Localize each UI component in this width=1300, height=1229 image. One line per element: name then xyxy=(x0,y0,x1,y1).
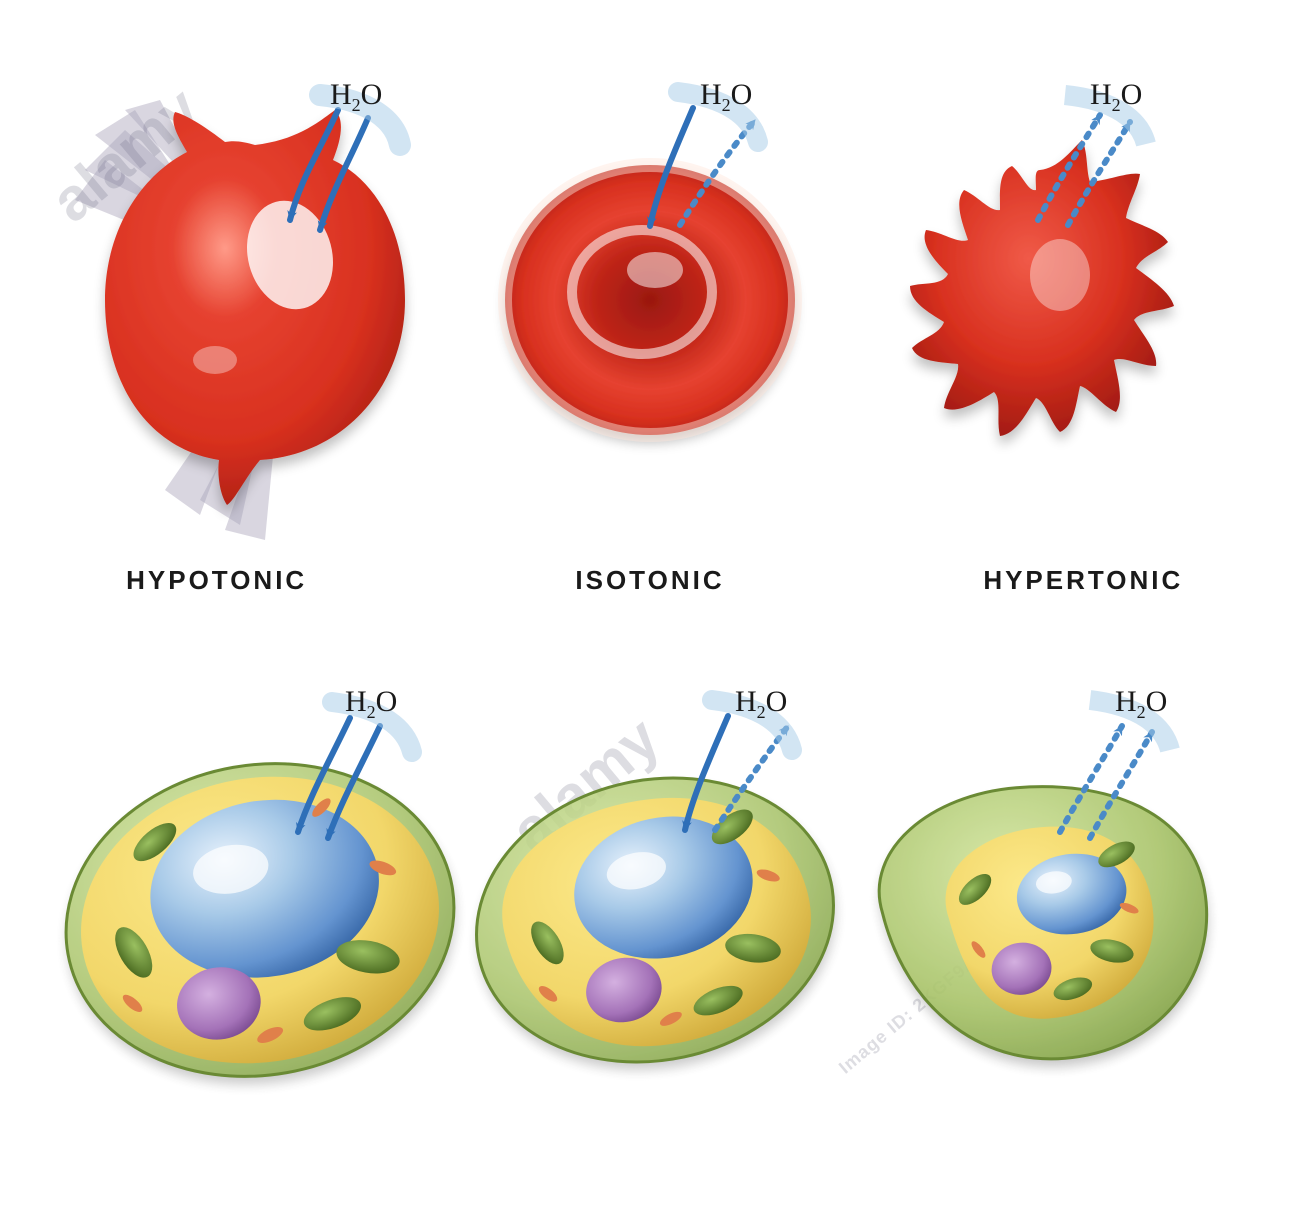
h2o-label: H2O xyxy=(700,78,752,116)
plant-hypertonic xyxy=(867,763,1225,1081)
label-isotonic: ISOTONIC xyxy=(433,565,866,605)
diagram-svg xyxy=(0,0,1300,1229)
label-hypertonic: HYPERTONIC xyxy=(867,565,1300,605)
arrows-rbc-hypertonic xyxy=(1038,115,1130,225)
watermark-id: Image ID: 2KGF9AP xyxy=(835,943,991,1079)
h2o-label: H2O xyxy=(1115,685,1167,723)
plant-isotonic xyxy=(450,746,860,1095)
label-hypotonic: HYPOTONIC xyxy=(0,565,433,605)
h2o-label: H2O xyxy=(345,685,397,723)
diagram-canvas: alamy alamy Image ID: 2KGF9AP xyxy=(0,0,1300,1229)
arrows-plant-hypertonic xyxy=(1060,726,1152,838)
h2o-label: H2O xyxy=(735,685,787,723)
plant-hypotonic xyxy=(41,733,479,1106)
label-row: HYPOTONIC ISOTONIC HYPERTONIC xyxy=(0,565,1300,605)
rbc-isotonic xyxy=(505,165,795,435)
watermark: alamy xyxy=(498,703,673,865)
watermark: alamy xyxy=(38,73,213,235)
rbc-hypertonic xyxy=(910,140,1174,436)
h2o-label: H2O xyxy=(330,78,382,116)
h2o-label: H2O xyxy=(1090,78,1142,116)
